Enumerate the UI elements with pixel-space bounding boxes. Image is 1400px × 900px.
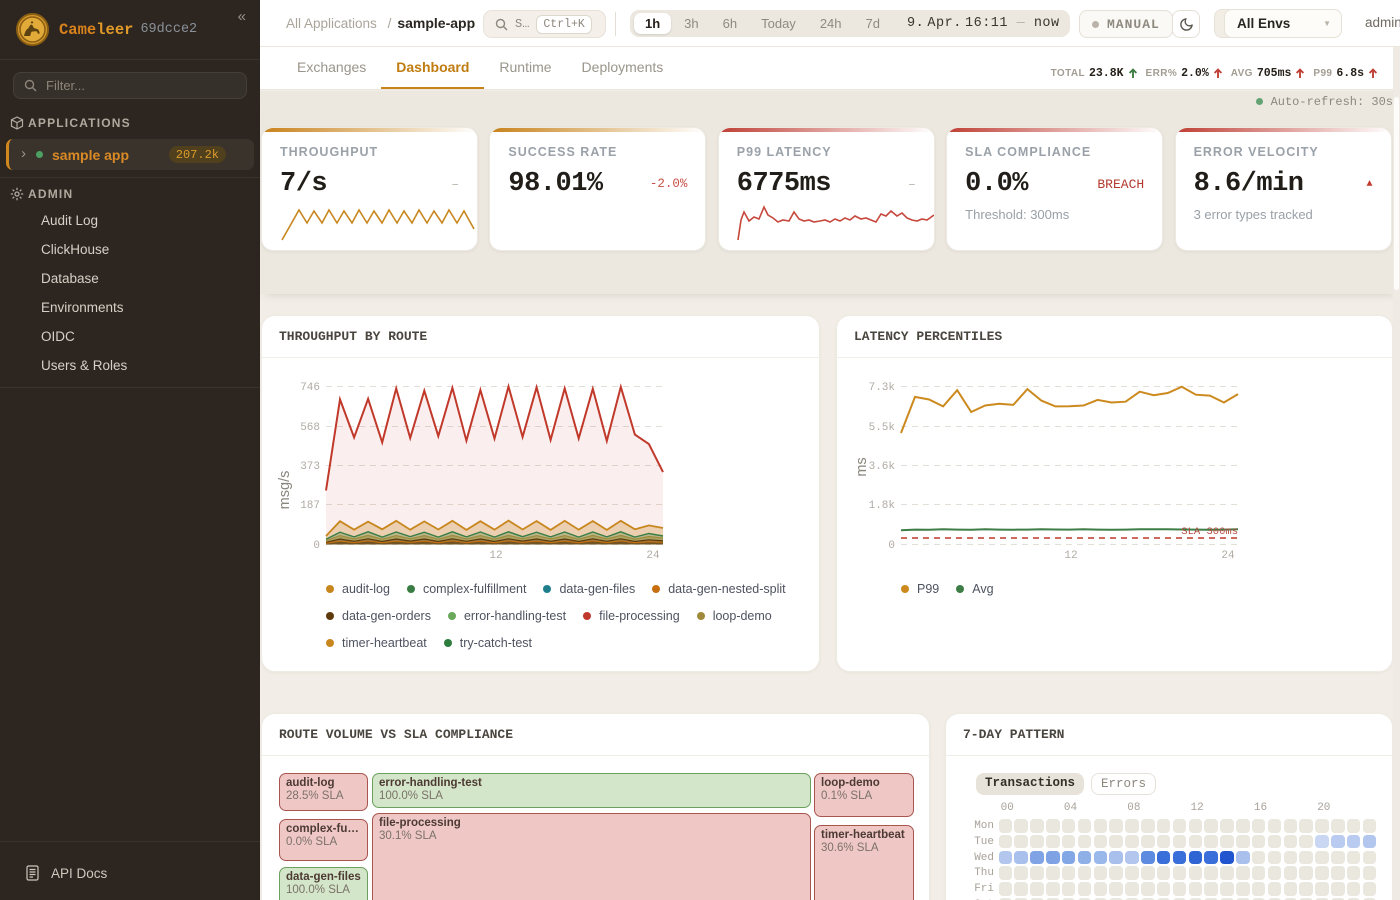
svg-text:187: 187 <box>300 500 320 512</box>
svg-text:1.8k: 1.8k <box>869 500 896 512</box>
svg-text:5.5k: 5.5k <box>869 422 896 434</box>
svg-text:373: 373 <box>300 461 320 473</box>
svg-text:3.6k: 3.6k <box>869 461 896 473</box>
svg-text:7.3k: 7.3k <box>869 382 896 394</box>
svg-text:0: 0 <box>888 540 895 552</box>
svg-text:msg/s: msg/s <box>278 471 293 510</box>
svg-text:SLA 300ms: SLA 300ms <box>1181 526 1238 538</box>
svg-text:24: 24 <box>1221 550 1235 562</box>
svg-text:0: 0 <box>313 540 320 552</box>
svg-text:ms: ms <box>854 457 870 476</box>
svg-text:568: 568 <box>300 422 320 434</box>
svg-text:12: 12 <box>1064 550 1077 562</box>
svg-text:24: 24 <box>646 550 660 562</box>
svg-text:12: 12 <box>489 550 502 562</box>
svg-text:746: 746 <box>300 382 320 394</box>
